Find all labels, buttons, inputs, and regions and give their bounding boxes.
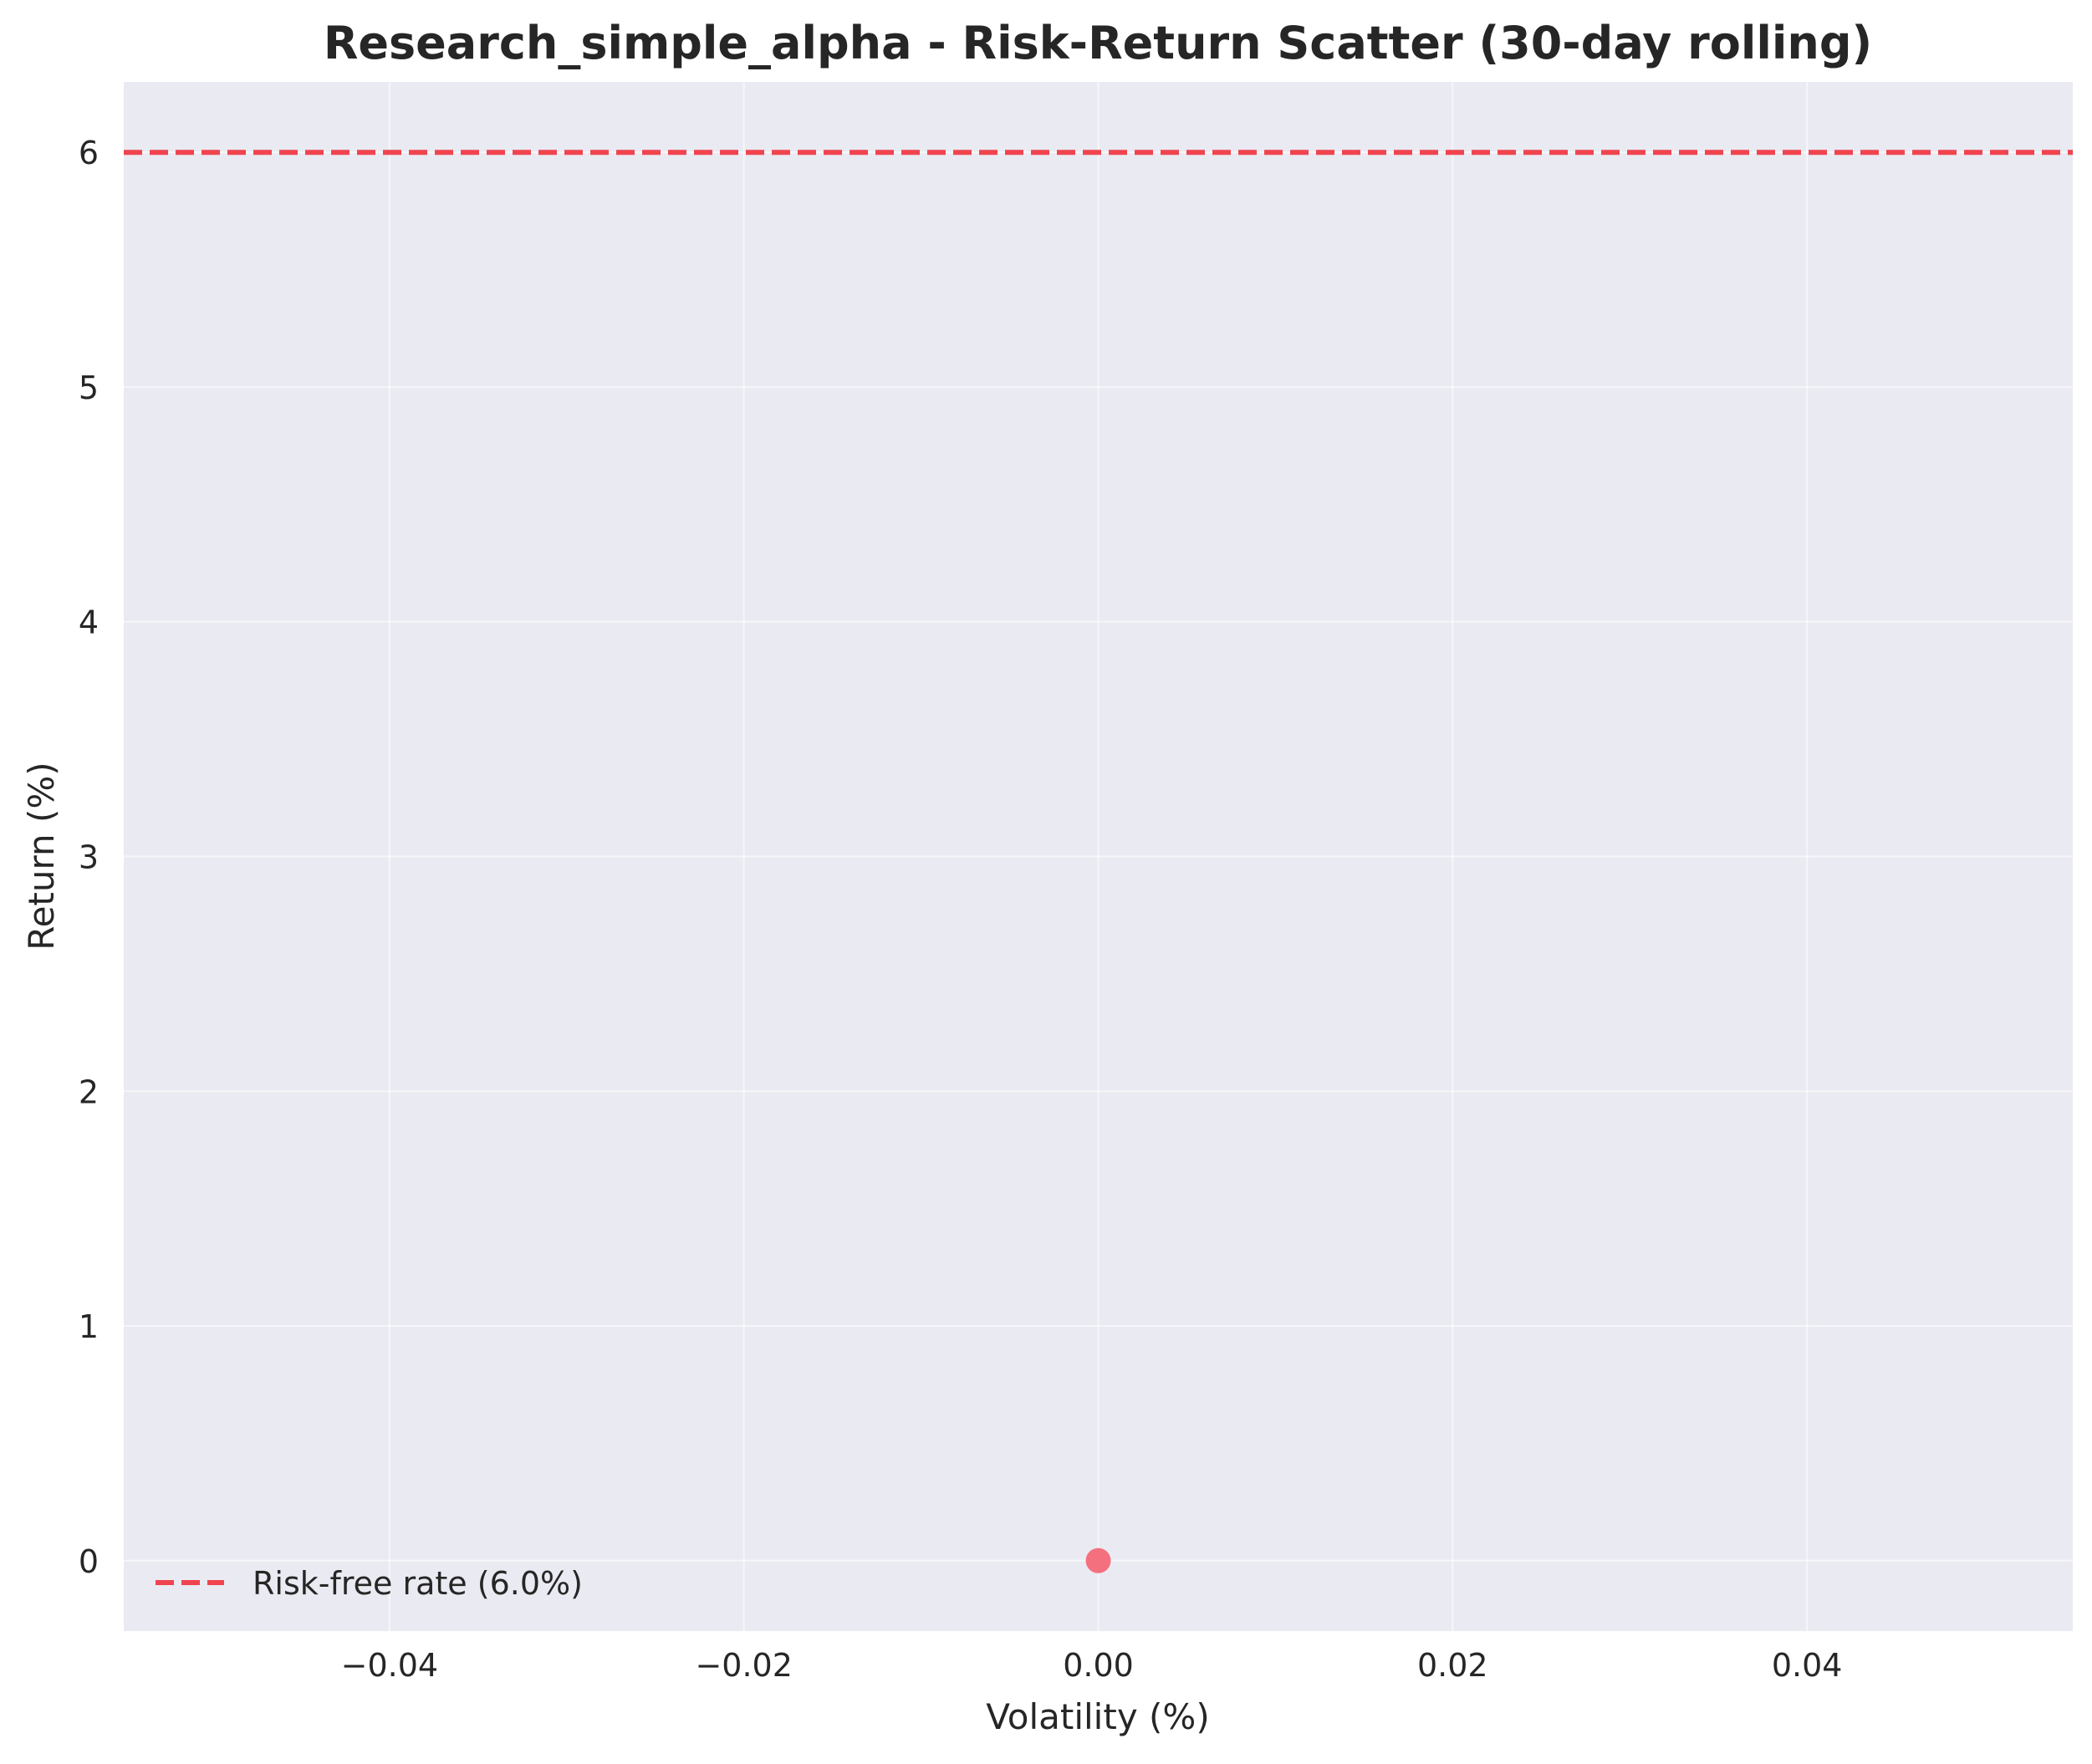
x-tick-label: 0.02 [1417,1647,1488,1684]
x-axis-label: Volatility (%) [986,1696,1209,1737]
scatter-points [1085,1547,1111,1573]
y-axis-label: Return (%) [21,762,62,950]
x-tick-label: −0.02 [695,1647,792,1684]
y-tick-label: 0 [79,1543,99,1580]
x-tick-label: 0.04 [1772,1647,1843,1684]
y-tick-label: 5 [79,370,99,406]
legend: Risk-free rate (6.0%) [156,1565,583,1602]
x-tick-labels: −0.04 −0.02 0.00 0.02 0.04 [341,1647,1843,1684]
x-tick-label: 0.00 [1063,1647,1134,1684]
scatter-point [1085,1547,1111,1573]
legend-label: Risk-free rate (6.0%) [253,1565,583,1602]
y-tick-label: 1 [79,1308,99,1345]
y-tick-label: 6 [79,135,99,171]
x-tick-label: −0.04 [341,1647,438,1684]
chart-title: Research_simple_alpha - Risk-Return Scat… [324,17,1872,69]
y-tick-label: 2 [79,1073,99,1110]
y-tick-label: 4 [79,604,99,641]
grid-lines [124,82,2073,1631]
y-tick-labels: 0 1 2 3 4 5 6 [79,135,99,1580]
y-tick-label: 3 [79,839,99,876]
